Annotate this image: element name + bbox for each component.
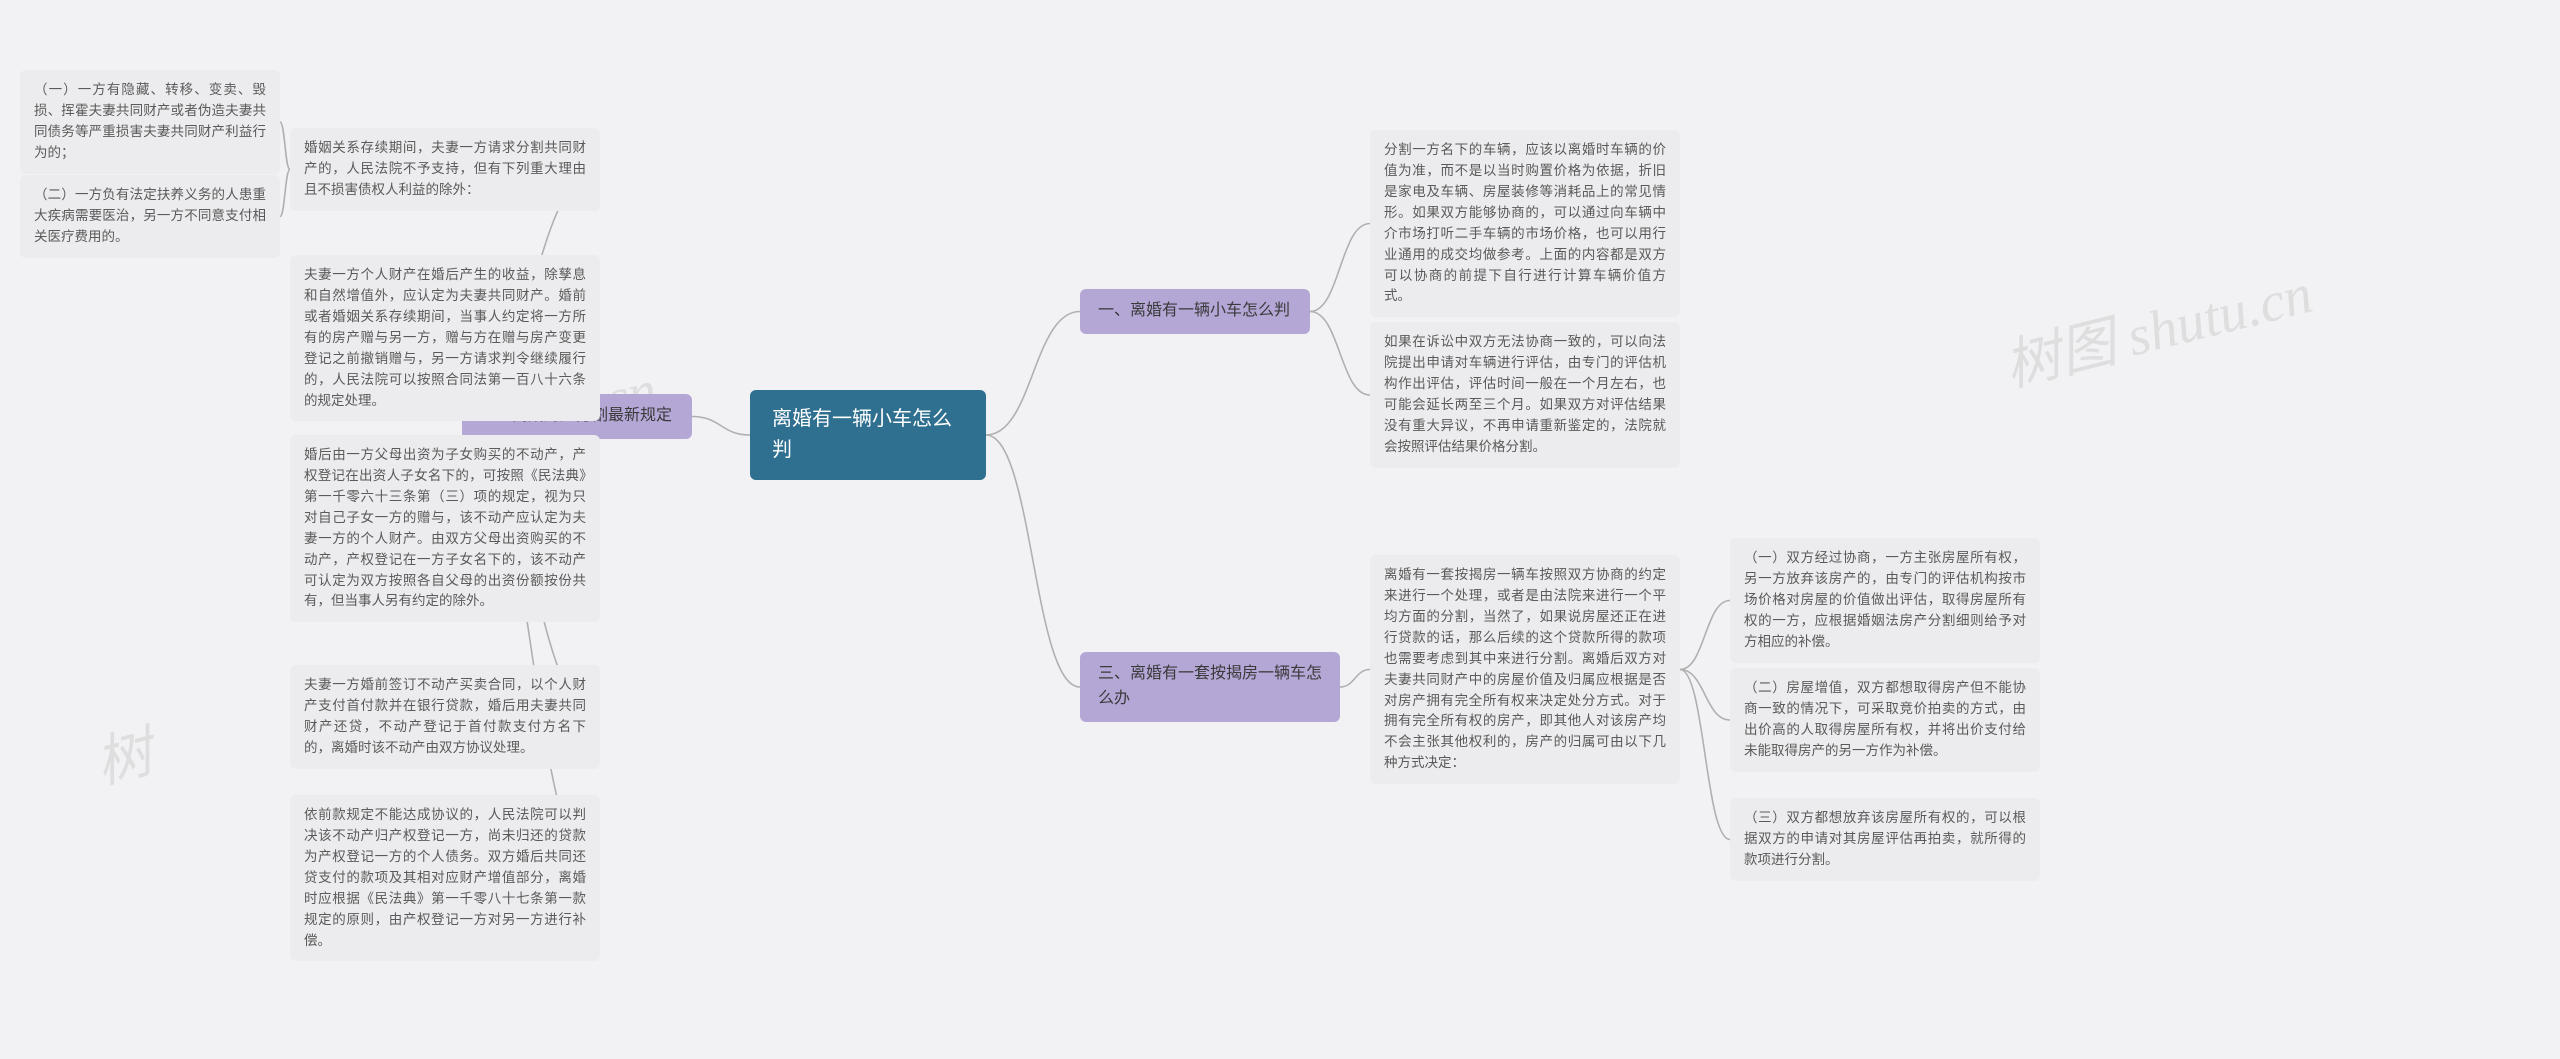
b2-leaf-3: 夫妻一方个人财产在婚后产生的收益，除孳息和自然增值外，应认定为夫妻共同财产。婚前… (290, 255, 600, 421)
b1-leaf-1: 分割一方名下的车辆，应该以离婚时车辆的价值为准，而不是以当时购置价格为依据，折旧… (1370, 130, 1680, 317)
b2-leaf-1: （一）一方有隐藏、转移、变卖、毁损、挥霍夫妻共同财产或者伪造夫妻共同债务等严重损… (20, 70, 280, 174)
b3-leaf-1: （一）双方经过协商，一方主张房屋所有权，另一方放弃该房产的，由专门的评估机构按市… (1730, 538, 2040, 663)
b2-leaf-4: 婚后由一方父母出资为子女购买的不动产，产权登记在出资人子女名下的，可按照《民法典… (290, 435, 600, 622)
b2-leaf-6: 依前款规定不能达成协议的，人民法院可以判决该不动产归产权登记一方，尚未归还的贷款… (290, 795, 600, 961)
branch-3[interactable]: 三、离婚有一套按揭房一辆车怎么办 (1080, 652, 1340, 722)
b2-leaf-main: 婚姻关系存续期间，夫妻一方请求分割共同财产的，人民法院不予支持，但有下列重大理由… (290, 128, 600, 211)
b2-leaf-2: （二）一方负有法定扶养义务的人患重大疾病需要医治，另一方不同意支付相关医疗费用的… (20, 175, 280, 258)
root-node[interactable]: 离婚有一辆小车怎么判 (750, 390, 986, 480)
b1-leaf-2: 如果在诉讼中双方无法协商一致的，可以向法院提出申请对车辆进行评估，由专门的评估机… (1370, 322, 1680, 468)
b2-leaf-5: 夫妻一方婚前签订不动产买卖合同，以个人财产支付首付款并在银行贷款，婚后用夫妻共同… (290, 665, 600, 769)
branch-1[interactable]: 一、离婚有一辆小车怎么判 (1080, 289, 1310, 334)
watermark-0: 树图 shutu.cn (1995, 248, 2319, 403)
b3-leaf-main: 离婚有一套按揭房一辆车按照双方协商的约定来进行一个处理，或者是由法院来进行一个平… (1370, 555, 1680, 784)
b3-leaf-3: （三）双方都想放弃该房屋所有权的，可以根据双方的申请对其房屋评估再拍卖，就所得的… (1730, 798, 2040, 881)
watermark-2: 树 (86, 707, 160, 799)
b3-leaf-2: （二）房屋增值，双方都想取得房产但不能协商一致的情况下，可采取竞价拍卖的方式，由… (1730, 668, 2040, 772)
